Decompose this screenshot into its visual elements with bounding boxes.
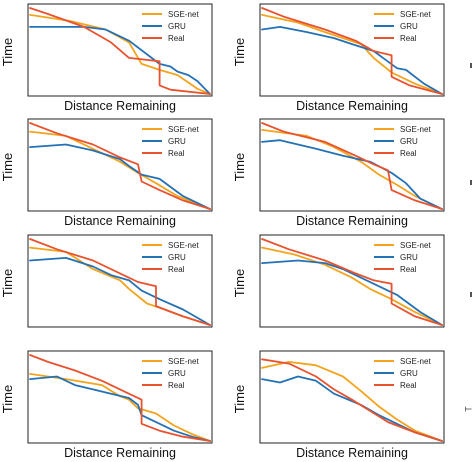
legend-label: Real	[400, 381, 417, 390]
legend-label: SGE-net	[168, 125, 199, 134]
legend-label: GRU	[400, 137, 418, 146]
chart-panel-5: SGE-net GRU Real Time	[0, 231, 230, 346]
legend-label: GRU	[400, 369, 418, 378]
legend-label: SGE-net	[400, 10, 431, 19]
chart-svg-1: SGE-net GRU Real Time Distance Remaining	[0, 3, 213, 113]
chart-svg-4: SGE-net GRU Real Time Distance Remaining	[232, 118, 445, 228]
edge-tick	[470, 180, 472, 185]
series-line-sge-net	[261, 13, 443, 95]
y-axis-label: Time	[0, 153, 15, 181]
chart-panel-2: SGE-net GRU Real Time Distance Remaining	[232, 0, 462, 115]
legend-label: SGE-net	[168, 357, 199, 366]
y-axis-label: Time	[232, 153, 247, 181]
plot-frame	[259, 350, 445, 444]
series-line-gru	[261, 25, 443, 95]
chart-svg-8: SGE-net GRU Real Time Distance Remaining	[232, 350, 445, 460]
x-axis-label: Distance Remaining	[64, 446, 176, 460]
legend-label: SGE-net	[168, 10, 199, 19]
legend-label: Real	[400, 149, 417, 158]
plot-frame	[259, 3, 445, 97]
y-axis-label: Time	[232, 269, 247, 297]
series-line-sge-net	[261, 246, 443, 326]
series-line-gru	[29, 143, 211, 210]
edge-tick	[470, 292, 472, 297]
legend-label: GRU	[400, 22, 418, 31]
legend-label: Real	[400, 34, 417, 43]
series-line-gru	[29, 375, 211, 442]
legend-label: GRU	[168, 369, 186, 378]
x-axis-label: Distance Remaining	[296, 214, 408, 228]
y-axis-label: Time	[0, 269, 15, 297]
series-line-sge-net	[261, 360, 443, 442]
chart-panel-1: SGE-net GRU Real Time Distance Remaining	[0, 0, 230, 115]
x-axis-label: Distance Remaining	[64, 99, 176, 113]
x-axis-label: Distance Remaining	[296, 446, 408, 460]
chart-svg-6: SGE-net GRU Real Time	[232, 234, 445, 328]
series-line-real	[29, 238, 211, 326]
series-line-real	[261, 358, 443, 442]
legend-label: SGE-net	[400, 241, 431, 250]
legend-label: GRU	[168, 22, 186, 31]
legend-label: Real	[400, 265, 417, 274]
legend-label: SGE-net	[168, 241, 199, 250]
chart-panel-4: SGE-net GRU Real Time Distance Remaining	[232, 115, 462, 230]
chart-svg-5: SGE-net GRU Real Time	[0, 234, 213, 328]
series-line-real	[261, 7, 443, 95]
y-axis-label: Time	[0, 385, 15, 413]
x-axis-label: Distance Remaining	[296, 99, 408, 113]
series-line-real	[261, 238, 443, 326]
chart-panel-3: SGE-net GRU Real Time Distance Remaining	[0, 115, 230, 230]
legend-label: Real	[168, 34, 185, 43]
series-line-real	[29, 122, 211, 210]
legend-label: Real	[168, 265, 185, 274]
series-line-real	[261, 122, 443, 210]
series-line-real	[29, 7, 211, 95]
legend-label: Real	[168, 381, 185, 390]
x-axis-label: Distance Remaining	[64, 214, 176, 228]
series-line-sge-net	[29, 372, 211, 442]
chart-svg-2: SGE-net GRU Real Time Distance Remaining	[232, 3, 445, 113]
legend-label: GRU	[168, 137, 186, 146]
chart-panel-8: SGE-net GRU Real Time Distance Remaining	[232, 347, 462, 462]
series-line-gru	[29, 256, 211, 326]
edge-glyph-text: T	[463, 406, 473, 412]
series-line-sge-net	[29, 13, 211, 95]
legend-label: Real	[168, 149, 185, 158]
chart-panel-7: SGE-net GRU Real Time Distance Remaining	[0, 347, 230, 462]
edge-tick	[470, 63, 472, 68]
y-axis-label: Time	[232, 38, 247, 66]
y-axis-label: Time	[0, 38, 15, 66]
legend-label: GRU	[400, 253, 418, 262]
series-line-real	[29, 354, 211, 442]
edge-glyph: T	[463, 406, 473, 412]
legend-label: SGE-net	[400, 125, 431, 134]
chart-svg-3: SGE-net GRU Real Time Distance Remaining	[0, 118, 213, 228]
series-line-gru	[261, 259, 443, 326]
y-axis-label: Time	[232, 385, 247, 413]
legend-label: GRU	[168, 253, 186, 262]
chart-svg-7: SGE-net GRU Real Time Distance Remaining	[0, 350, 213, 460]
chart-panel-6: SGE-net GRU Real Time	[232, 231, 462, 346]
legend-label: SGE-net	[400, 357, 431, 366]
